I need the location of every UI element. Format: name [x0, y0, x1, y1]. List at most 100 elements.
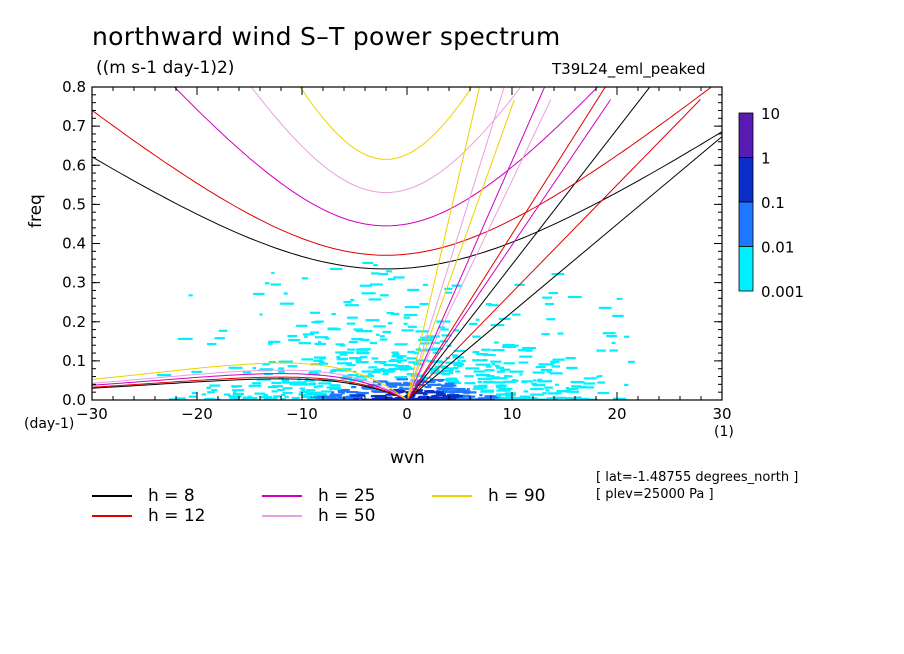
inertia-gravity-curve-h50 — [250, 87, 522, 194]
power-cell — [488, 304, 499, 307]
power-cell — [353, 397, 360, 400]
power-cell — [283, 292, 288, 295]
power-cell — [231, 385, 243, 388]
power-cell — [458, 361, 463, 365]
y-tick-label: 0.3 — [62, 274, 86, 292]
power-cell — [542, 296, 552, 299]
power-cell — [339, 369, 351, 372]
power-cell — [596, 349, 606, 352]
colorbar-segment — [738, 246, 754, 292]
power-cell — [399, 367, 414, 370]
power-cell — [315, 320, 324, 323]
power-cell — [424, 385, 432, 389]
power-cell — [557, 332, 564, 335]
power-cell — [316, 385, 324, 388]
power-cell — [280, 393, 286, 397]
power-cell — [484, 369, 495, 372]
kelvin-line-h8 — [406, 136, 722, 400]
power-cell — [466, 388, 470, 391]
power-cell — [408, 325, 417, 328]
power-cell — [301, 358, 314, 361]
power-cell — [347, 351, 354, 354]
power-cell — [292, 398, 298, 400]
power-cell — [597, 381, 606, 384]
power-cell — [247, 395, 252, 398]
power-cell — [442, 370, 451, 373]
power-cell — [496, 393, 502, 396]
power-cell — [386, 270, 392, 273]
power-cell — [455, 370, 461, 373]
power-cell — [447, 377, 457, 380]
power-cell — [381, 369, 396, 373]
power-cell — [453, 366, 459, 370]
power-cell — [457, 364, 463, 368]
power-cell — [566, 387, 579, 391]
power-cell — [406, 382, 411, 385]
x-tick-label: 10 — [502, 405, 521, 423]
power-cell — [347, 348, 356, 351]
power-cell — [263, 393, 268, 397]
power-cell — [427, 383, 442, 386]
power-cell — [496, 366, 505, 369]
power-cell — [218, 329, 228, 332]
power-cell — [555, 383, 559, 386]
power-cell — [435, 396, 440, 399]
power-cell — [494, 398, 510, 400]
power-cell — [551, 365, 560, 368]
kelvin-line-h90 — [406, 99, 515, 400]
power-cell — [291, 396, 300, 400]
power-cell — [413, 380, 428, 383]
power-cell — [309, 382, 317, 385]
power-cell — [382, 372, 389, 375]
power-cell — [318, 340, 322, 344]
power-cell — [301, 277, 309, 280]
power-cell — [537, 378, 543, 381]
power-cell — [319, 357, 326, 360]
power-cell — [293, 381, 307, 384]
power-cell — [350, 398, 358, 400]
power-cell — [287, 365, 298, 368]
power-cell — [424, 391, 434, 394]
power-cell — [363, 330, 373, 333]
power-cell — [206, 342, 217, 346]
power-cell — [506, 398, 521, 400]
power-cell — [453, 363, 459, 367]
power-cell — [513, 397, 522, 400]
power-cell — [477, 359, 488, 362]
power-cell — [377, 382, 381, 385]
power-cell — [541, 333, 550, 336]
power-cell — [609, 349, 619, 352]
power-cell — [408, 361, 418, 364]
power-cell — [268, 398, 278, 400]
power-cell — [356, 351, 369, 354]
power-cell — [271, 385, 284, 388]
power-cell — [486, 375, 495, 378]
power-cell — [278, 370, 285, 373]
y-tick-label: 0.4 — [62, 235, 86, 253]
power-cell — [259, 396, 273, 399]
power-cell — [500, 368, 511, 371]
power-cell — [509, 370, 524, 373]
power-cell — [598, 306, 612, 309]
power-cell — [496, 389, 511, 392]
power-cell — [440, 384, 449, 387]
power-cell — [598, 375, 603, 378]
inertia-gravity-curve-h90 — [299, 87, 473, 160]
power-cell — [492, 397, 500, 400]
power-cell — [444, 382, 455, 385]
power-cell — [388, 359, 400, 363]
power-cell — [434, 394, 438, 397]
power-cell — [355, 391, 361, 394]
power-cell — [319, 362, 328, 365]
power-cell — [278, 367, 285, 370]
power-cell — [410, 374, 424, 377]
power-cell — [396, 355, 407, 358]
power-cell — [390, 358, 397, 361]
power-cell — [498, 387, 513, 391]
y-tick-label: 0.2 — [62, 313, 86, 331]
power-cell — [597, 391, 610, 395]
power-cell — [214, 337, 226, 340]
power-cell — [385, 382, 398, 385]
power-cell — [420, 396, 425, 400]
power-cell — [361, 361, 368, 364]
